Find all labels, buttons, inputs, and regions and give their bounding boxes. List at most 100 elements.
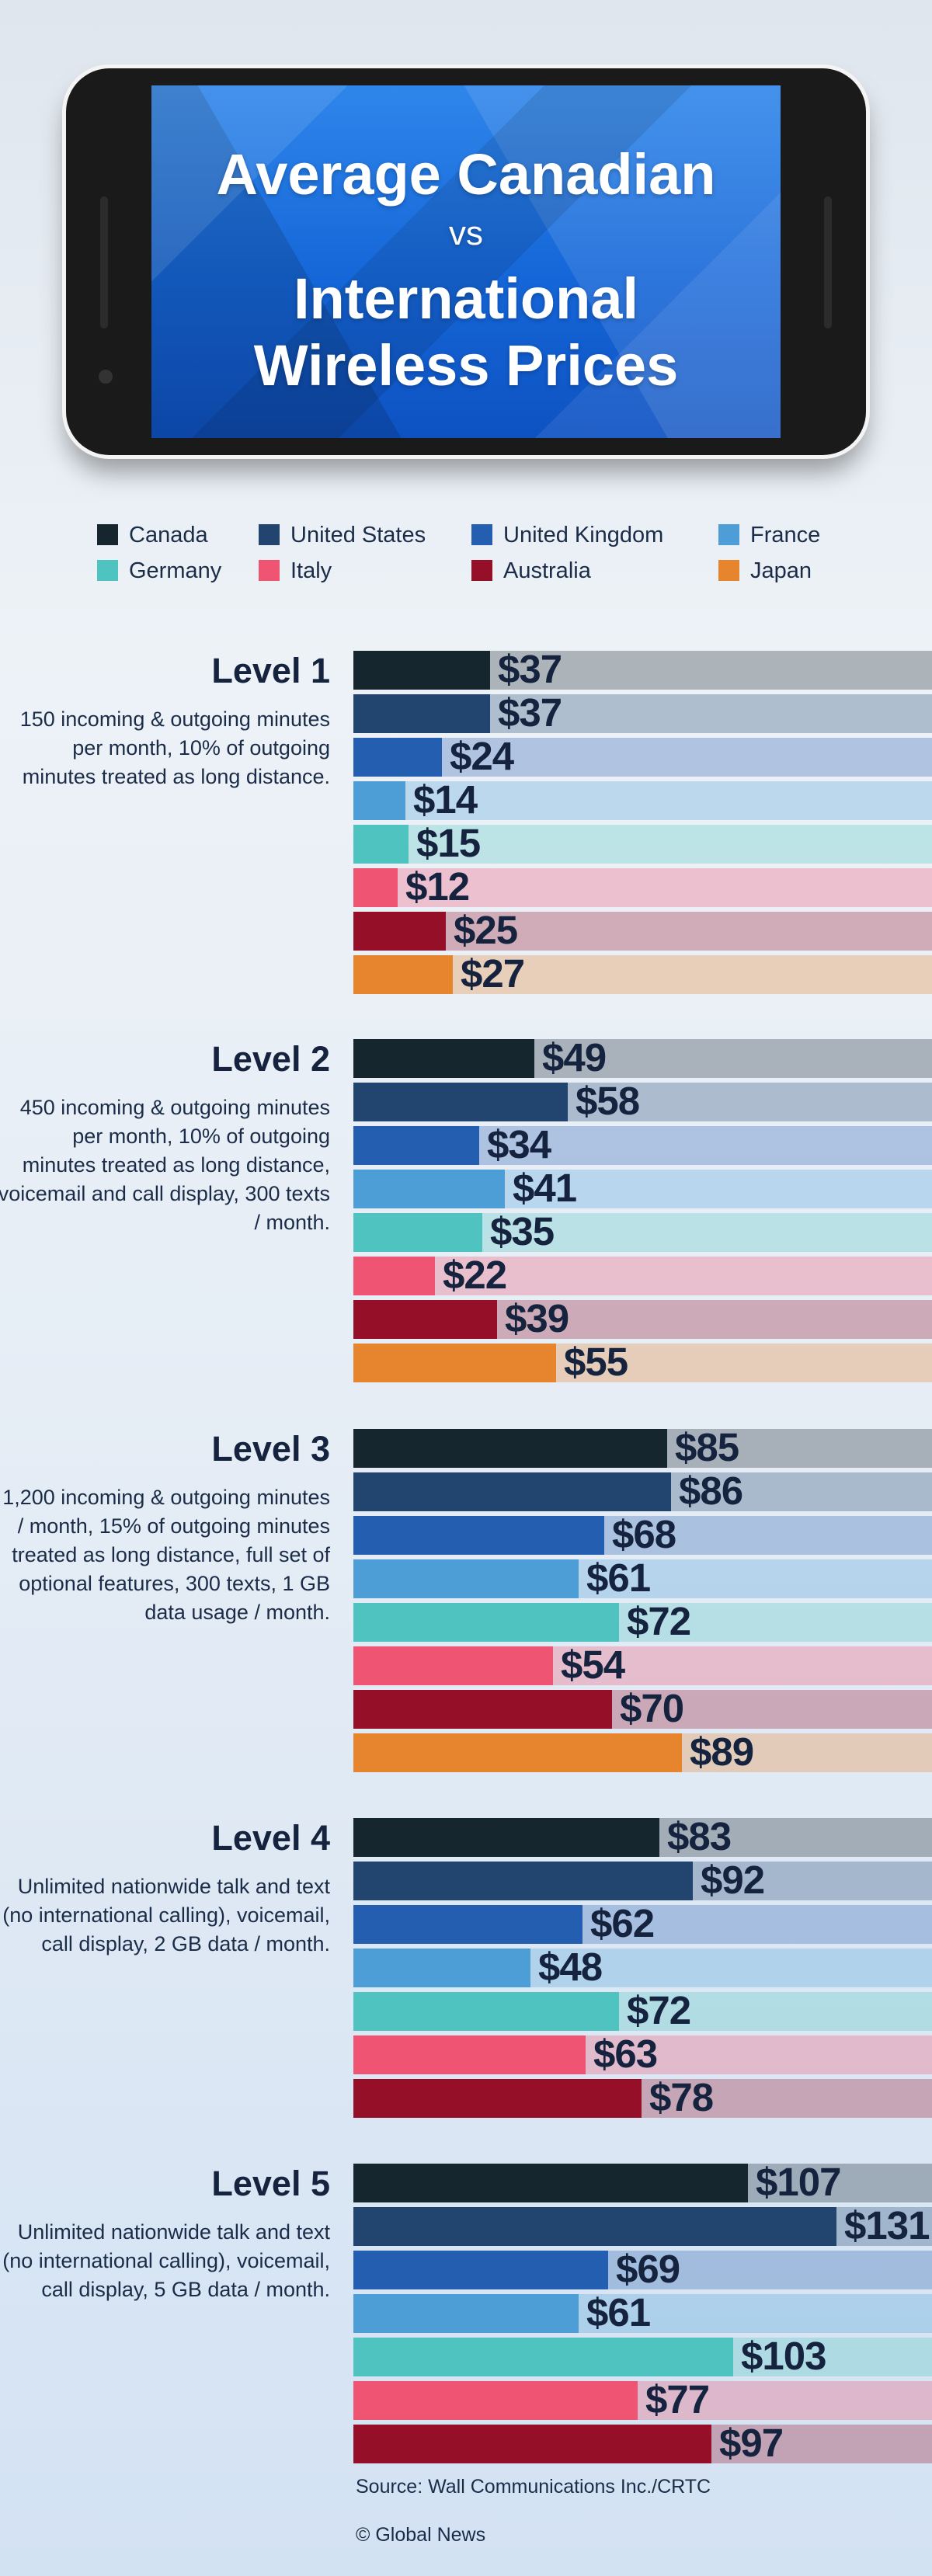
legend-item-canada: Canada [97, 523, 208, 548]
bar-united-kingdom [353, 1516, 604, 1555]
bar-value-label: $39 [505, 1296, 569, 1340]
legend-swatch [471, 560, 492, 581]
legend-item-italy: Italy [259, 558, 332, 583]
bar-row-canada: $85 [353, 1425, 932, 1469]
bar-row-germany: $35 [353, 1209, 932, 1253]
bar-germany [353, 1603, 619, 1642]
bar-united-kingdom [353, 2251, 608, 2289]
bar-value-label: $63 [593, 2032, 658, 2076]
bar-value-label: $69 [616, 2247, 680, 2291]
bar-value-label: $34 [487, 1122, 551, 1166]
bar-value-label: $70 [620, 1686, 684, 1730]
legend-label: Germany [129, 558, 222, 583]
phone-side-button [824, 196, 832, 329]
bar-japan [353, 1344, 556, 1382]
bar-australia [353, 912, 446, 951]
bar-row-united-states: $37 [353, 690, 932, 735]
source-note: Source: Wall Communications Inc./CRTC [356, 2476, 711, 2498]
bar-value-label: $25 [454, 908, 518, 952]
bar-row-france: $41 [353, 1166, 932, 1210]
bar-germany [353, 1213, 482, 1252]
bar-value-label: $15 [416, 821, 481, 865]
bar-row-australia: $39 [353, 1296, 932, 1340]
bar-row-france: $48 [353, 1945, 932, 1989]
level-title: Level 2 [211, 1039, 330, 1079]
bar-value-label: $48 [538, 1945, 603, 1989]
bar-value-label: $37 [498, 690, 562, 735]
bar-value-label: $54 [561, 1643, 625, 1687]
bar-united-states [353, 694, 490, 733]
bar-france [353, 2294, 579, 2333]
bar-value-label: $86 [679, 1469, 743, 1513]
legend-label: United Kingdom [503, 523, 664, 548]
bar-australia [353, 1300, 497, 1339]
bar-value-label: $61 [586, 1556, 651, 1600]
bar-value-label: $37 [498, 647, 562, 691]
bar-germany [353, 825, 409, 864]
legend-swatch [259, 560, 280, 581]
bar-track [353, 1257, 932, 1295]
bar-canada [353, 1818, 659, 1857]
bar-value-label: $62 [590, 1901, 655, 1945]
bar-value-label: $85 [675, 1425, 739, 1469]
bar-value-label: $78 [649, 2075, 714, 2119]
bar-value-label: $27 [461, 951, 525, 996]
bar-japan [353, 1733, 682, 1772]
bar-row-united-states: $92 [353, 1858, 932, 1902]
bar-row-united-kingdom: $62 [353, 1901, 932, 1945]
title-vs: vs [449, 214, 483, 252]
bar-track [353, 912, 932, 951]
bar-value-label: $89 [690, 1730, 754, 1774]
bar-canada [353, 1039, 534, 1078]
legend-label: Canada [129, 523, 208, 548]
bar-united-states [353, 1472, 671, 1511]
bar-value-label: $72 [627, 1988, 691, 2032]
bar-value-label: $83 [667, 1814, 732, 1858]
bar-germany [353, 2338, 733, 2376]
bar-row-united-kingdom: $24 [353, 734, 932, 778]
bar-value-label: $131 [844, 2203, 930, 2247]
bar-united-kingdom [353, 1905, 582, 1944]
bar-italy [353, 2035, 586, 2074]
bar-value-label: $97 [719, 2421, 784, 2465]
bar-row-united-states: $86 [353, 1469, 932, 1513]
legend-item-japan: Japan [718, 558, 812, 583]
legend-item-australia: Australia [471, 558, 591, 583]
bar-canada [353, 2164, 748, 2202]
bar-row-italy: $77 [353, 2377, 932, 2421]
bar-value-label: $35 [490, 1209, 555, 1253]
credit-note: © Global News [356, 2524, 486, 2546]
bar-value-label: $92 [701, 1858, 765, 1902]
bar-row-united-states: $131 [353, 2203, 932, 2247]
phone-screen: Average Canadian vs International Wirele… [151, 85, 781, 438]
legend-label: United States [290, 523, 426, 548]
legend-item-united-kingdom: United Kingdom [471, 523, 663, 548]
bar-track [353, 868, 932, 907]
legend-label: Australia [503, 558, 591, 583]
bar-row-australia: $70 [353, 1686, 932, 1730]
bar-row-canada: $49 [353, 1035, 932, 1079]
level-description: Unlimited nationwide talk and text (no i… [2, 1875, 330, 1955]
bar-australia [353, 2425, 711, 2463]
bar-track [353, 825, 932, 864]
bar-value-label: $41 [513, 1166, 577, 1210]
bar-value-label: $55 [564, 1340, 628, 1384]
bar-value-label: $61 [586, 2290, 651, 2334]
bar-track [353, 738, 932, 777]
bar-row-italy: $12 [353, 864, 932, 909]
bar-row-france: $61 [353, 2290, 932, 2334]
title-line-1: Average Canadian [216, 142, 716, 207]
bar-row-united-kingdom: $34 [353, 1122, 932, 1166]
bar-france [353, 1949, 530, 1987]
bar-germany [353, 1992, 619, 2031]
level-title: Level 5 [211, 2164, 330, 2203]
bar-row-germany: $15 [353, 821, 932, 865]
bar-row-australia: $25 [353, 908, 932, 952]
bar-row-australia: $78 [353, 2075, 932, 2119]
bar-japan [353, 955, 453, 994]
bar-france [353, 1170, 505, 1208]
title-line-3: Wireless Prices [253, 333, 679, 398]
legend-swatch [259, 524, 280, 545]
bar-united-kingdom [353, 1126, 479, 1165]
bar-value-label: $58 [576, 1079, 640, 1123]
